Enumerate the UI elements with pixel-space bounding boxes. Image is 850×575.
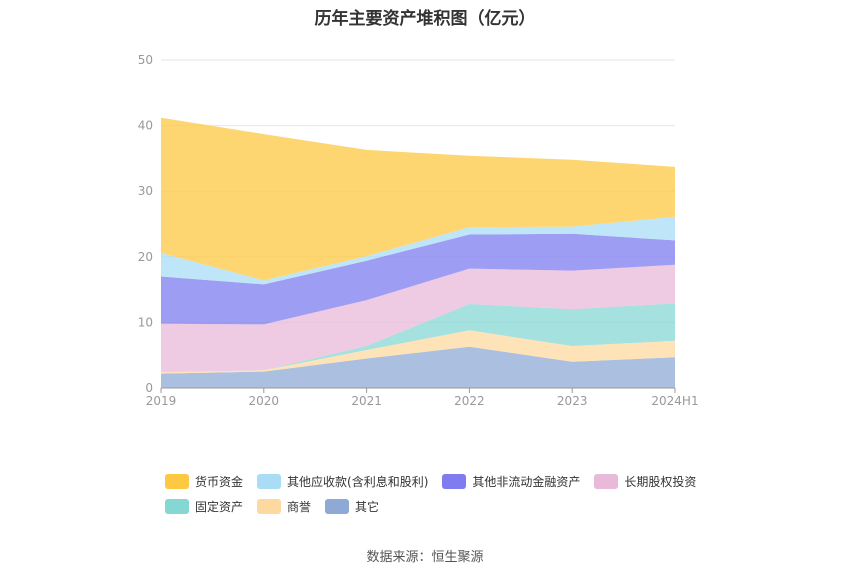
legend-swatch [165,499,189,514]
legend-item[interactable]: 固定资产 [165,498,243,515]
data-source: 数据来源：恒生聚源 [366,550,484,565]
legend: 货币资金 其他应收款(含利息和股利) 其他非流动金融资产 长期股权投资固定资产 商誉 其它 [165,473,725,515]
area-series-1[interactable] [161,330,675,374]
legend-swatch [325,499,350,514]
legend-swatch [165,474,189,489]
legend-label: 长期股权投资 [624,475,697,489]
area-series-5[interactable] [161,216,675,285]
legend-label: 其他非流动金融资产 [472,475,581,489]
legend-label: 商誉 [287,500,312,514]
chart-title: 历年主要资产堆积图（亿元） [314,9,536,29]
y-tick-label: 40 [138,119,153,133]
area-series-6[interactable] [161,117,675,281]
y-tick-label: 30 [138,184,153,198]
legend-label: 其它 [355,500,380,514]
legend-swatch [594,474,619,489]
axes: 0 10 20 30 40 50 2019 2020 2021 2022 2023 2024H1 [138,53,699,408]
x-tick-label: 2021 [351,394,382,408]
y-tick-label: 20 [138,250,153,264]
area-series-3[interactable] [161,264,675,373]
y-tick-label: 0 [145,381,153,395]
legend-item[interactable]: 长期股权投资 [594,473,696,490]
legend-swatch [257,474,282,489]
legend-item[interactable]: 其他非流动金融资产 [442,473,580,490]
legend-label: 固定资产 [195,500,244,514]
y-tick-label: 10 [138,315,153,329]
legend-label: 其他应收款(含利息和股利) [287,475,429,489]
legend-item[interactable]: 商誉 [257,498,311,515]
legend-label: 货币资金 [195,475,244,489]
legend-swatch [257,499,282,514]
x-tick-label: 2024H1 [651,394,698,408]
legend-item[interactable]: 其他应收款(含利息和股利) [257,473,428,490]
x-tick-label: 2023 [557,394,588,408]
area-series-0[interactable] [161,346,675,388]
legend-item[interactable]: 货币资金 [165,473,243,490]
x-tick-label: 2022 [454,394,485,408]
area-series [161,117,675,388]
area-series-4[interactable] [161,233,675,325]
legend-item[interactable]: 其它 [325,498,379,515]
area-series-2[interactable] [161,303,675,373]
legend-swatch [442,474,467,489]
x-tick-label: 2019 [146,394,177,408]
x-tick-label: 2020 [249,394,280,408]
y-tick-label: 50 [138,53,153,67]
